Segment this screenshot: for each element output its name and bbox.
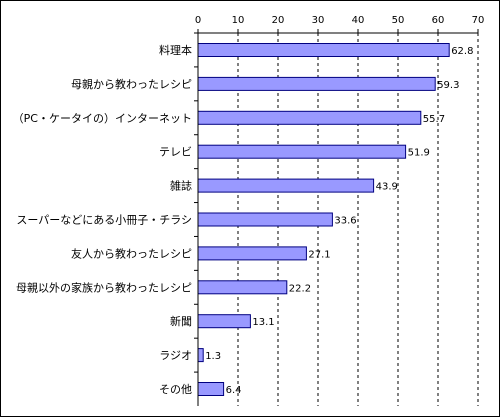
value-label: 22.2 <box>289 283 311 294</box>
category-label: （PC・ケータイの）インターネット <box>13 112 192 125</box>
value-label: 62.8 <box>451 46 473 57</box>
bar <box>197 76 436 91</box>
bar <box>197 144 407 159</box>
bar <box>197 110 422 125</box>
value-labels: 62.8 59.3 55.7 51.9 43.9 33.6 27.1 22.2 13.1 1.3 6… <box>205 46 473 396</box>
value-label: 13.1 <box>252 317 274 328</box>
category-label: 新聞 <box>170 314 192 328</box>
bars <box>197 43 450 396</box>
x-tick-label: 50 <box>392 15 405 26</box>
value-label: 55.7 <box>423 114 445 125</box>
category-label: スーパーなどにある小冊子・チラシ <box>16 214 192 227</box>
category-label: ラジオ <box>159 349 192 362</box>
bar <box>197 212 333 227</box>
axes <box>194 32 478 406</box>
x-tick-label: 0 <box>195 15 201 26</box>
x-axis-ticks: 0 10 20 30 40 50 60 70 <box>195 15 485 33</box>
bar <box>197 246 307 261</box>
value-label: 43.9 <box>376 182 398 193</box>
bar <box>197 178 375 193</box>
value-label: 27.1 <box>308 249 330 260</box>
category-label: 母親から教わったレシピ <box>71 78 192 91</box>
x-tick-label: 10 <box>232 15 245 26</box>
x-tick-label: 30 <box>312 15 325 26</box>
bar <box>197 314 251 329</box>
x-tick-label: 70 <box>472 15 485 26</box>
category-label: その他 <box>159 383 192 396</box>
category-label: 友人から教わったレシピ <box>71 246 192 260</box>
category-label: 母親以外の家族から教わったレシピ <box>16 280 192 294</box>
x-tick-label: 40 <box>352 15 365 26</box>
bar <box>197 382 225 396</box>
category-label: 雑誌 <box>170 179 192 193</box>
category-label: 料理本 <box>159 43 192 57</box>
x-tick-label: 20 <box>272 15 285 26</box>
x-tick-label: 60 <box>432 15 445 26</box>
bar <box>197 348 204 363</box>
value-label: 51.9 <box>408 148 430 159</box>
value-label: 33.6 <box>334 216 356 227</box>
category-label: テレビ <box>159 146 192 159</box>
value-label: 59.3 <box>437 80 459 91</box>
bar <box>197 43 450 57</box>
bar <box>197 280 288 295</box>
value-label: 1.3 <box>205 351 221 362</box>
value-label: 6.4 <box>226 385 242 396</box>
